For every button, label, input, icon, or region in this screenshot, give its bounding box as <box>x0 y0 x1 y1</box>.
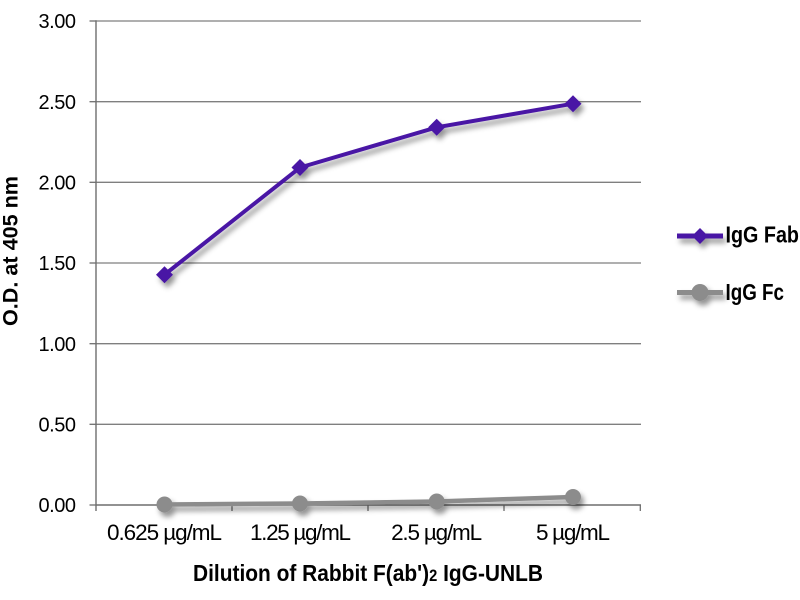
svg-text:3.00: 3.00 <box>39 11 77 33</box>
svg-text:0.00: 0.00 <box>39 495 77 517</box>
svg-text:0.50: 0.50 <box>39 415 77 437</box>
svg-text:1.25 µg/mL: 1.25 µg/mL <box>250 520 351 545</box>
svg-text:2.5 µg/mL: 2.5 µg/mL <box>391 520 482 545</box>
svg-text:Dilution of Rabbit F(ab')2 IgG: Dilution of Rabbit F(ab')2 IgG-UNLB <box>193 560 543 586</box>
svg-text:2.50: 2.50 <box>39 92 77 114</box>
svg-text:0.625 µg/mL: 0.625 µg/mL <box>107 520 222 545</box>
svg-text:O.D. at 405 nm: O.D. at 405 nm <box>0 176 22 326</box>
svg-text:IgG Fab: IgG Fab <box>726 222 800 248</box>
svg-text:2.00: 2.00 <box>39 173 77 195</box>
svg-text:IgG Fc: IgG Fc <box>726 279 785 305</box>
svg-text:5 µg/mL: 5 µg/mL <box>536 520 610 545</box>
svg-text:1.50: 1.50 <box>39 253 77 275</box>
svg-text:1.00: 1.00 <box>39 334 77 356</box>
